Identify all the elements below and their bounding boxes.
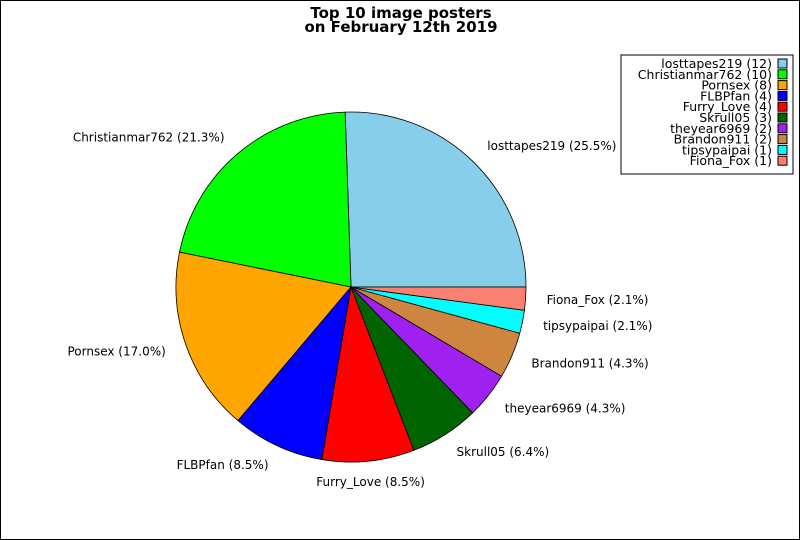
pie-label-christianmar762: Christianmar762 (21.3%) — [73, 130, 225, 144]
pie-label-pornsex: Pornsex (17.0%) — [67, 344, 165, 358]
legend-label-christianmar762: Christianmar762 (10) — [638, 67, 772, 82]
legend-swatch-tipsypaipai — [777, 144, 788, 155]
legend-swatch-losttapes219 — [777, 58, 788, 69]
legend-label-skrull05: Skrull05 (3) — [699, 110, 772, 125]
pie-label-brandon911: Brandon911 (4.3%) — [531, 357, 648, 371]
legend-label-tipsypaipai: tipsypaipai (1) — [682, 142, 772, 157]
legend-box — [620, 54, 794, 175]
legend-label-pornsex: Pornsex (8) — [701, 78, 772, 93]
pie-slice-flbpfan — [237, 285, 352, 461]
legend-label-theyear6969: theyear6969 (2) — [670, 121, 772, 136]
legend-swatch-pornsex — [777, 80, 788, 91]
pie-label-losttapes219: losttapes219 (25.5%) — [487, 139, 616, 153]
legend: losttapes219 (12)Christianmar762 (10)Por… — [620, 54, 794, 175]
pie-slice-fiona-fox — [350, 286, 527, 311]
legend-label-furry-love: Furry_Love (4) — [683, 99, 772, 114]
legend-swatch-fiona-fox — [777, 155, 788, 166]
legend-label-fiona-fox: Fiona_Fox (1) — [690, 153, 772, 168]
legend-label-flbpfan: FLBPfan (4) — [700, 88, 772, 103]
pie-label-furry-love: Furry_Love (8.5%) — [316, 475, 425, 489]
pie-slices — [175, 111, 527, 463]
pie-slice-losttapes219 — [344, 111, 527, 288]
pie-slice-furry-love — [321, 285, 415, 463]
pie-slice-christianmar762 — [179, 111, 352, 288]
pie-slice-pornsex — [175, 251, 352, 422]
legend-swatch-christianmar762 — [777, 69, 788, 80]
chart-title-line-1: Top 10 image posters — [310, 4, 491, 22]
legend-swatch-flbpfan — [777, 90, 788, 101]
pie-label-theyear6969: theyear6969 (4.3%) — [505, 402, 626, 416]
pie-label-skrull05: Skrull05 (6.4%) — [457, 445, 550, 459]
legend-swatch-brandon911 — [777, 134, 788, 145]
pie-label-fiona-fox: Fiona_Fox (2.1%) — [547, 293, 649, 307]
pie-label-flbpfan: FLBPfan (8.5%) — [177, 458, 269, 472]
pie-slice-labels: losttapes219 (25.5%) Christianmar762 (21.… — [67, 130, 652, 489]
chart-title-line-2: on February 12th 2019 — [304, 18, 497, 36]
legend-label-losttapes219: losttapes219 (12) — [661, 56, 772, 71]
pie-label-tipsypaipai: tipsypaipai (2.1%) — [543, 319, 652, 333]
legend-label-brandon911: Brandon911 (2) — [674, 132, 772, 147]
legend-swatch-theyear6969 — [777, 123, 788, 134]
legend-swatch-skrull05 — [777, 112, 788, 123]
legend-swatch-furry-love — [777, 101, 788, 112]
